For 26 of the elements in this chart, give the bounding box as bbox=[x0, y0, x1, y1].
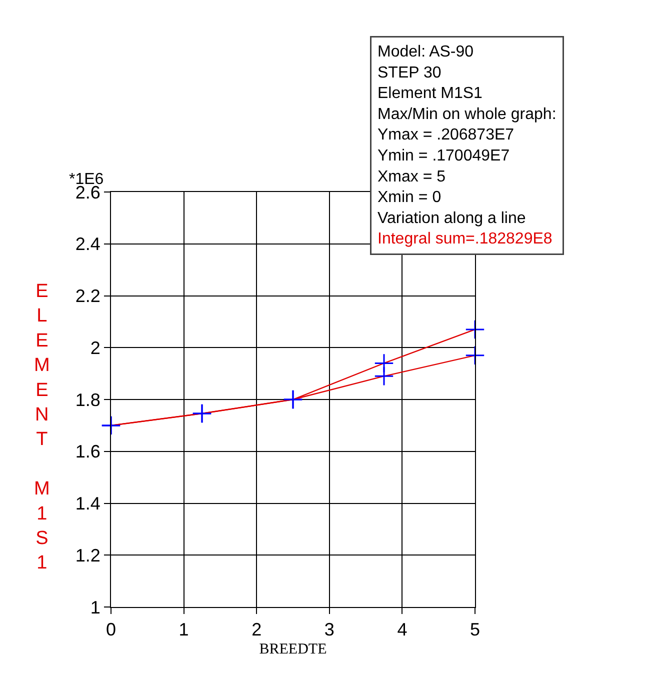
y-tick-label: 2 bbox=[90, 338, 100, 358]
text: ELEMENT M1S1 bbox=[34, 281, 50, 574]
y-tick-label: 1.2 bbox=[75, 545, 100, 566]
y-tick-label: 1.8 bbox=[75, 390, 100, 410]
annotation: Xmin = 0 bbox=[378, 189, 442, 206]
text: Model: AS-90 bbox=[378, 44, 474, 60]
x-tick-label: 0 bbox=[106, 620, 116, 640]
y-tick-label: 2.4 bbox=[75, 234, 100, 254]
x-tick-label: 5 bbox=[470, 620, 480, 640]
x-tick-label: 1 bbox=[178, 620, 189, 640]
text: Ymin = .170049E7 bbox=[378, 148, 510, 164]
y-tick-label: 1.4 bbox=[75, 494, 100, 514]
y-tick-label: 1 bbox=[90, 597, 100, 618]
x-tick-label: 2 bbox=[252, 620, 262, 640]
text: Max/Min on whole graph: bbox=[378, 106, 556, 123]
annotation: Variation along a line bbox=[378, 210, 526, 227]
y-tick-label: 2.2 bbox=[75, 286, 100, 306]
y-tick-label: 1.6 bbox=[75, 442, 100, 462]
text: STEP 30 bbox=[378, 64, 442, 82]
x-tick-label: 3 bbox=[324, 620, 334, 640]
x-axis-title: BREEDTE bbox=[259, 642, 327, 658]
text: Xmax = 5 bbox=[378, 168, 446, 186]
x-tick-label: 4 bbox=[397, 620, 408, 640]
text: Ymax = .206873E7 bbox=[378, 126, 514, 144]
annotation: Integral sum=.182829E8 bbox=[378, 230, 552, 248]
text: Element M1S1 bbox=[378, 85, 483, 102]
